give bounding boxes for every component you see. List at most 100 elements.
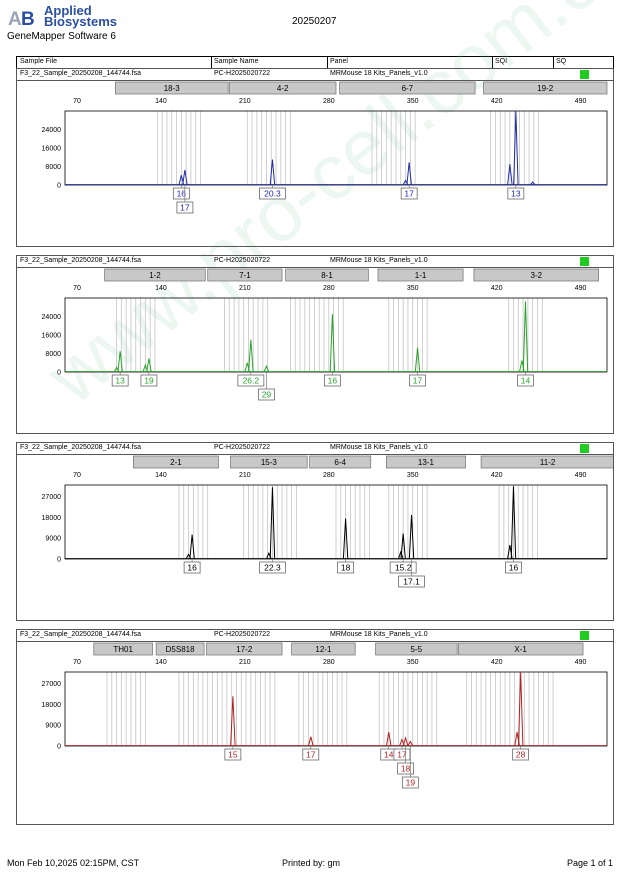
sample-file: F3_22_Sample_20250208_144744.fsa xyxy=(20,70,142,77)
x-tick-label: 420 xyxy=(491,472,503,479)
peak xyxy=(402,736,409,746)
allele-box xyxy=(183,561,201,574)
x-tick-label: 420 xyxy=(491,98,503,105)
x-tick-label: 350 xyxy=(407,659,419,666)
marker-bar xyxy=(93,642,153,656)
x-tick-label: 210 xyxy=(239,659,251,666)
marker-label: 8-1 xyxy=(321,271,333,280)
peak xyxy=(189,534,195,559)
sample-info-row: F3_22_Sample_20250208_144744.fsa PC-H202… xyxy=(17,256,613,268)
x-tick-label: 140 xyxy=(155,659,167,666)
svg-text:A: A xyxy=(8,9,22,28)
peak xyxy=(414,347,421,372)
allele-label: 16 xyxy=(328,376,338,386)
marker-label: 7-1 xyxy=(239,271,251,280)
peak xyxy=(342,518,349,559)
marker-label: 1-2 xyxy=(149,271,161,280)
y-tick-label: 0 xyxy=(57,557,61,564)
plot-frame xyxy=(64,297,608,373)
allele-box xyxy=(259,561,286,574)
allele-box xyxy=(302,748,320,761)
peak xyxy=(117,351,123,372)
x-tick-label: 70 xyxy=(73,285,81,292)
marker-label: 6-7 xyxy=(402,84,414,93)
marker-label: 11-2 xyxy=(540,458,556,467)
allele-box xyxy=(512,748,530,761)
marker-bar xyxy=(483,81,608,95)
peak xyxy=(269,487,276,559)
allele-box xyxy=(237,374,265,387)
marker-label: D5S818 xyxy=(166,645,195,654)
brand-line-2: Biosystems xyxy=(44,14,117,29)
x-tick-label: 420 xyxy=(491,659,503,666)
peak xyxy=(517,671,524,746)
peak xyxy=(230,696,236,746)
marker-bar xyxy=(115,81,229,95)
col-sqi: SQI xyxy=(495,58,508,65)
marker-label: 17-2 xyxy=(236,645,253,654)
x-tick-label: 280 xyxy=(323,659,335,666)
allele-label: 14 xyxy=(384,750,394,760)
allele-label: 19 xyxy=(144,376,154,386)
peak xyxy=(507,164,513,185)
x-tick-label: 350 xyxy=(407,285,419,292)
marker-bar xyxy=(457,642,584,656)
brand-line-1: Applied xyxy=(44,3,92,18)
marker-bar xyxy=(386,455,466,469)
allele-box xyxy=(337,561,354,574)
allele-label: 17 xyxy=(306,750,316,760)
allele-box xyxy=(507,187,525,200)
allele-box xyxy=(172,187,190,200)
marker-label: X-1 xyxy=(514,645,527,654)
plot-frame xyxy=(64,671,608,747)
x-tick-label: 280 xyxy=(323,98,335,105)
marker-bar xyxy=(230,455,308,469)
marker-label: TH01 xyxy=(113,645,133,654)
allele-label: 15.2 xyxy=(395,563,412,573)
report-date: 20250207 xyxy=(292,16,337,27)
x-tick-label: 350 xyxy=(407,98,419,105)
sq-status-indicator xyxy=(580,70,589,79)
marker-label: 4-2 xyxy=(277,84,289,93)
allele-box xyxy=(389,561,417,574)
sample-name: PC-H2025020722 xyxy=(214,70,271,77)
marker-label: 18-3 xyxy=(164,84,181,93)
allele-box xyxy=(324,374,341,387)
allele-box xyxy=(258,388,275,401)
allele-label: 17 xyxy=(397,750,407,760)
panel-name: MRMouse 18 Kits_Panels_v1.0 xyxy=(330,257,428,264)
x-tick-label: 210 xyxy=(239,98,251,105)
peak xyxy=(530,181,536,185)
allele-box xyxy=(517,374,534,387)
col-sq: SQ xyxy=(556,58,567,65)
allele-label: 16 xyxy=(177,189,187,199)
electropherogram-panel-blue: F3_22_Sample_20250208_144744.fsa PC-H202… xyxy=(16,68,614,247)
allele-box xyxy=(400,187,418,200)
allele-label: 19 xyxy=(406,778,416,788)
allele-box xyxy=(393,748,411,761)
allele-box xyxy=(111,374,129,387)
marker-bar xyxy=(473,268,599,282)
peak xyxy=(407,740,413,746)
plot-frame xyxy=(64,484,608,560)
sample-name: PC-H2025020722 xyxy=(214,257,271,264)
peak xyxy=(522,301,529,372)
marker-bar xyxy=(339,81,476,95)
allele-label: 13 xyxy=(511,189,521,199)
sample-name: PC-H2025020722 xyxy=(214,631,271,638)
peak xyxy=(510,486,517,559)
marker-label: 12-1 xyxy=(315,645,332,654)
y-tick-label: 9000 xyxy=(45,723,61,730)
marker-label: 1-1 xyxy=(415,271,427,280)
peak xyxy=(182,169,188,185)
x-tick-label: 210 xyxy=(239,472,251,479)
marker-bar xyxy=(104,268,206,282)
col-panel: Panel xyxy=(330,58,348,65)
x-tick-label: 280 xyxy=(323,285,335,292)
panel-name: MRMouse 18 Kits_Panels_v1.0 xyxy=(330,70,428,77)
electropherogram-chart: 2-1 15-3 6-4 13-1 11-2 70 140 210 280 350 420 490 0 9… xyxy=(42,455,613,588)
x-tick-label: 490 xyxy=(575,285,587,292)
marker-bar xyxy=(377,268,464,282)
y-tick-label: 9000 xyxy=(45,536,61,543)
electropherogram-chart: 18-3 4-2 6-7 19-2 70 140 210 280 350 420 490 0 8000 1… xyxy=(42,81,608,214)
